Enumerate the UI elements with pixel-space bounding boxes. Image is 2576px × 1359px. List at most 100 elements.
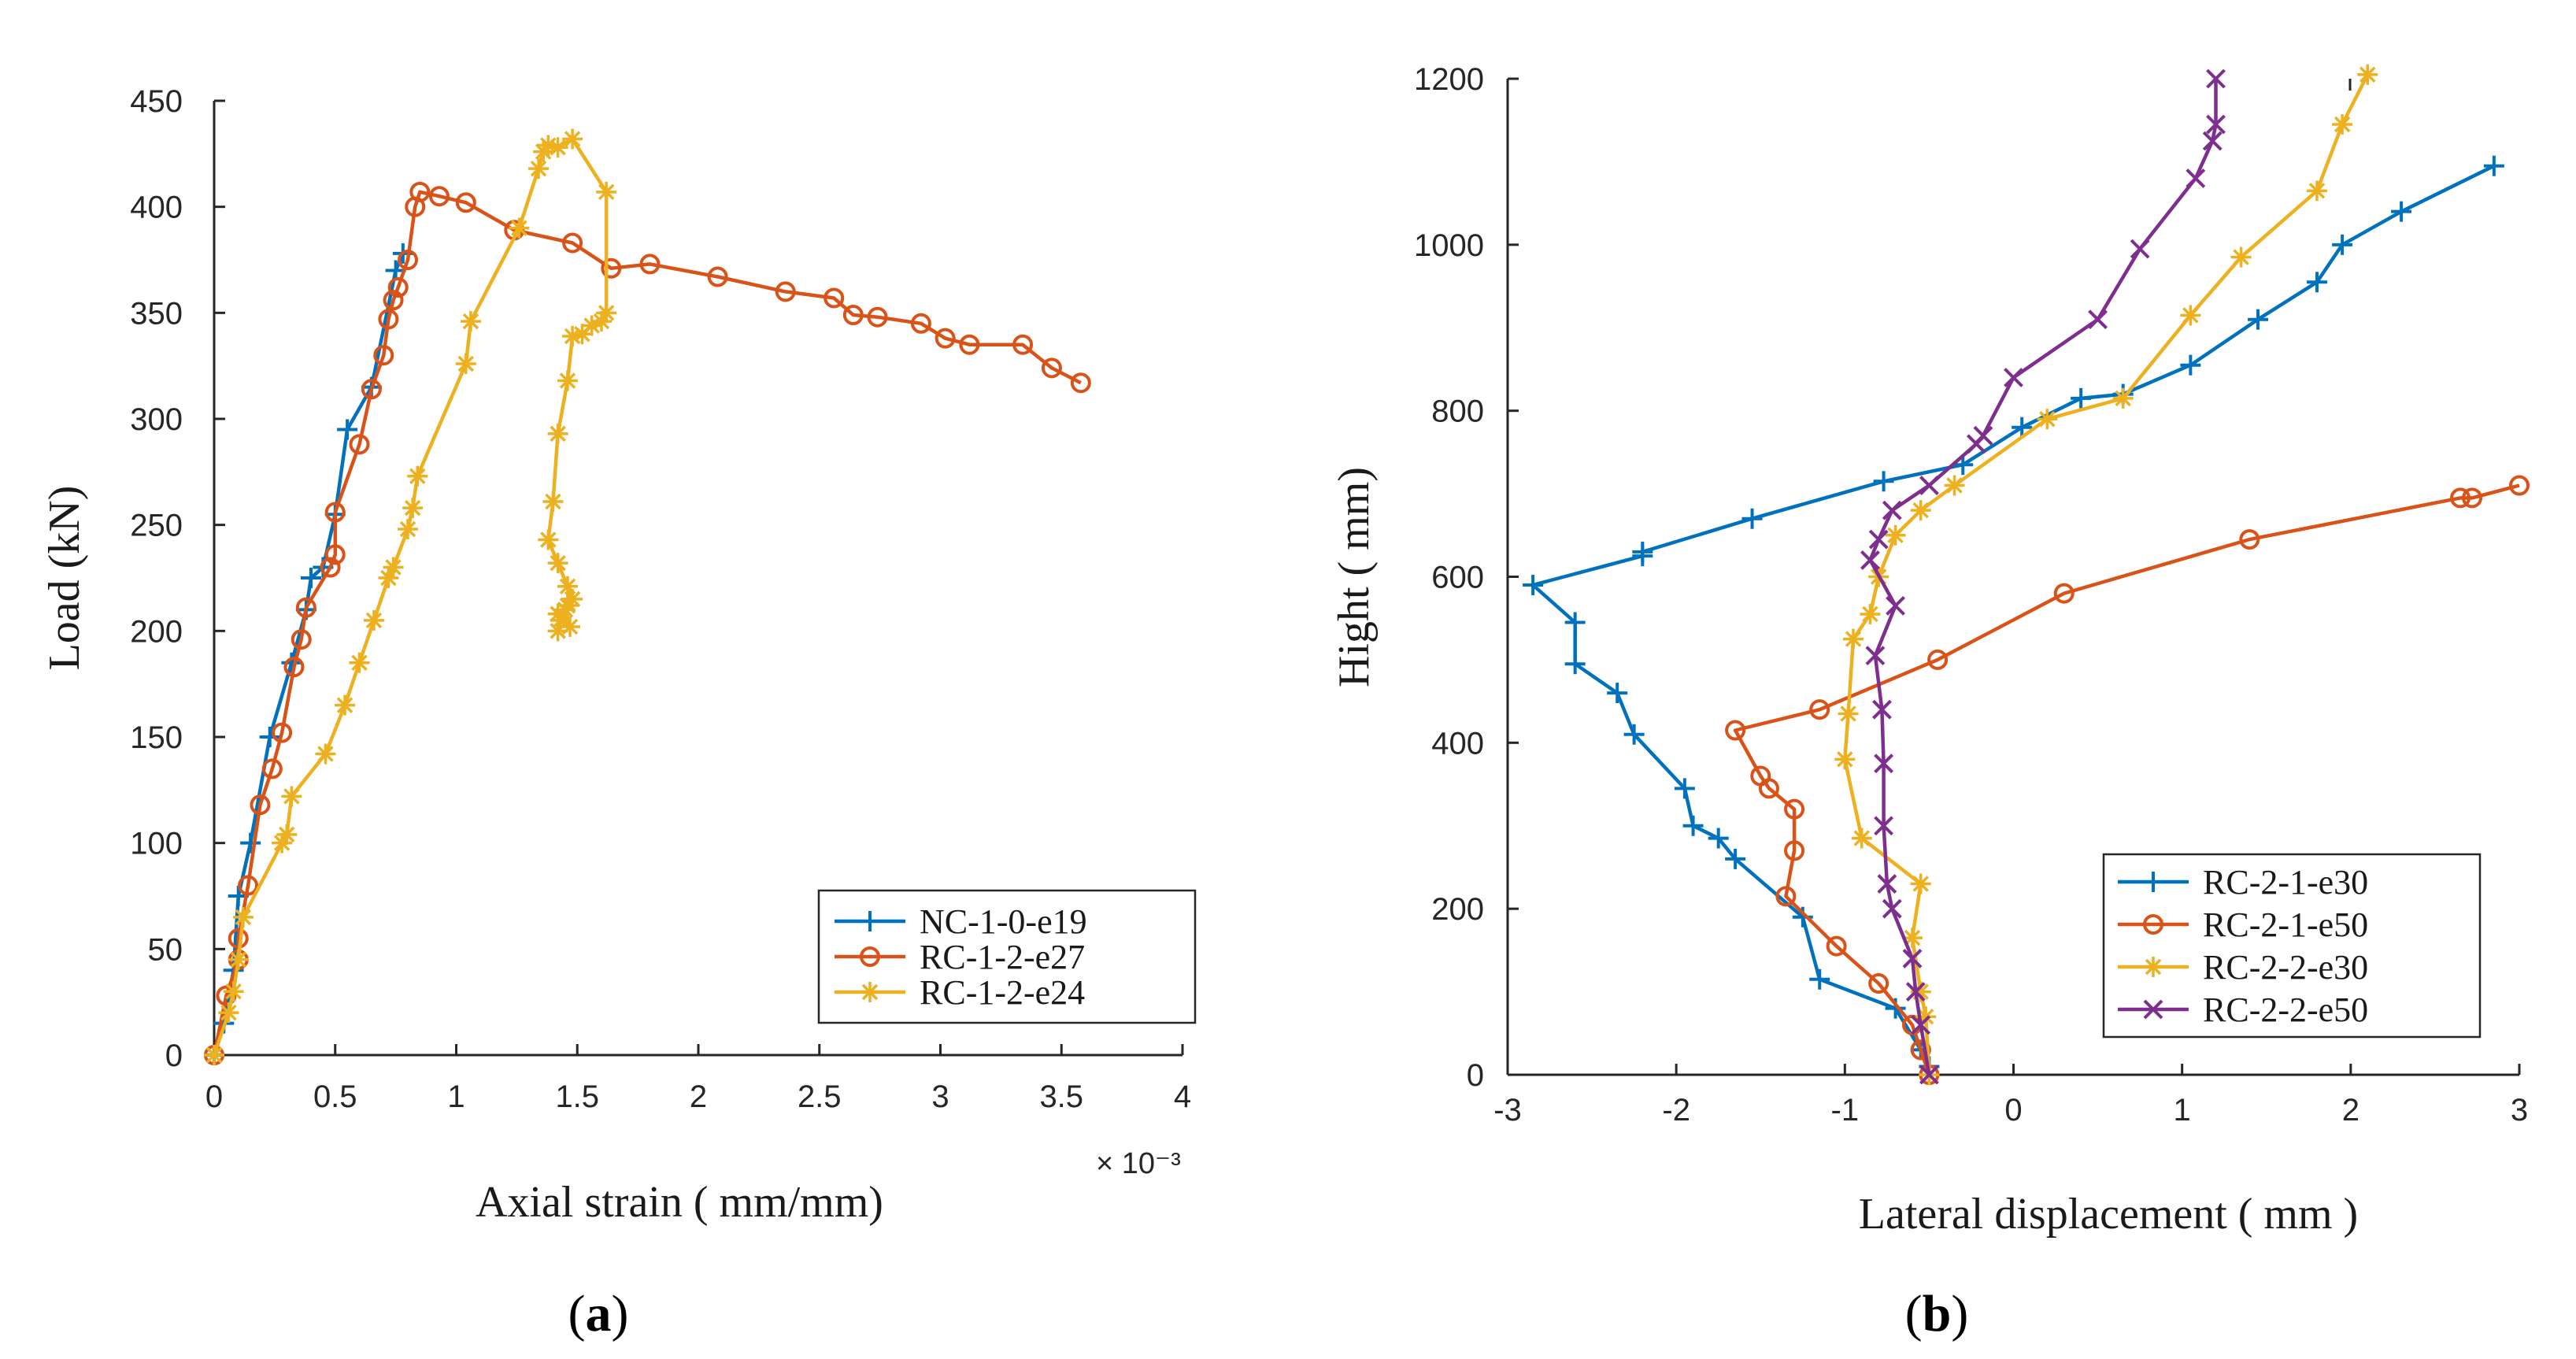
data-point-rc-2-1-e30 xyxy=(1523,575,1544,596)
data-point-rc-2-2-e30 xyxy=(1944,475,1965,496)
data-point-rc-2-2-e30 xyxy=(2037,409,2058,430)
panel-a-xtick-label: 2.5 xyxy=(798,1079,842,1114)
legend-marker-rc-2-1-e50 xyxy=(2143,914,2163,935)
panel-b-y-axis-title: Hight ( mm) xyxy=(1330,467,1379,687)
data-point-rc-1-2-e27 xyxy=(639,254,661,275)
data-point-rc-2-1-e30 xyxy=(1725,848,1746,869)
data-point-rc-2-1-e30 xyxy=(1674,778,1695,799)
legend-marker-rc-2-2-e30 xyxy=(2143,957,2163,977)
data-point-rc-2-2-e50 xyxy=(1868,529,1889,550)
data-point-rc-2-2-e50 xyxy=(1874,816,1894,836)
data-point-rc-2-1-e30 xyxy=(2012,417,2033,438)
data-point-rc-1-2-e24 xyxy=(538,529,559,550)
data-point-nc-1-0-e19 xyxy=(240,832,261,854)
panel-a-ytick-label: 300 xyxy=(130,402,183,437)
data-point-rc-1-2-e24 xyxy=(509,217,530,239)
data-point-rc-2-2-e50 xyxy=(1877,874,1897,894)
data-point-rc-1-2-e27 xyxy=(324,544,346,565)
data-point-rc-1-2-e24 xyxy=(383,557,404,578)
panel-a-ytick-label: 400 xyxy=(130,191,183,225)
data-point-rc-2-1-e30 xyxy=(2307,272,2327,293)
panel-b-caption-open: ( xyxy=(1905,1285,1923,1342)
data-point-rc-1-2-e24 xyxy=(547,553,568,574)
panel-a-ytick-label: 250 xyxy=(130,509,183,543)
panel-a-ytick-label: 150 xyxy=(130,720,183,755)
data-point-rc-1-2-e27 xyxy=(238,875,259,896)
data-point-rc-2-1-e30 xyxy=(1564,612,1586,633)
panel-b-xtick-label: 3 xyxy=(2511,1093,2528,1128)
data-point-rc-2-2-e30 xyxy=(1860,603,1881,624)
data-point-rc-2-1-e30 xyxy=(2248,309,2269,330)
data-point-rc-1-2-e24 xyxy=(528,158,550,180)
data-point-rc-2-1-e50 xyxy=(1809,699,1830,720)
panel-a-xtick-label: 0.5 xyxy=(313,1079,357,1114)
panel-b-xtick-label: 1 xyxy=(2174,1093,2191,1128)
data-point-rc-1-2-e27 xyxy=(409,181,431,202)
data-point-rc-2-2-e50 xyxy=(1919,476,1939,495)
data-point-rc-1-2-e24 xyxy=(554,599,576,620)
data-point-rc-2-2-e30 xyxy=(1885,524,1906,546)
data-point-rc-1-2-e27 xyxy=(387,277,409,298)
data-point-rc-2-2-e50 xyxy=(2186,168,2206,188)
legend-label-rc-2-1-e30: RC-2-1-e30 xyxy=(2203,863,2368,902)
data-point-rc-2-1-e50 xyxy=(1784,798,1805,820)
data-point-rc-2-1-e50 xyxy=(2462,487,2483,509)
panel-b-ticks: -3 -2 -1 0 1 2 3 0 200 400 600 800 1000 1200 xyxy=(1414,62,2528,1128)
panel-a-ytick-label: 100 xyxy=(130,827,183,861)
data-point-rc-2-2-e50 xyxy=(1882,500,1902,520)
data-point-rc-2-1-e30 xyxy=(1682,815,1704,836)
panel-a-xtick-label: 2 xyxy=(690,1079,707,1114)
data-point-rc-1-2-e27 xyxy=(824,287,845,309)
panel-a-ytick-label: 0 xyxy=(165,1039,183,1073)
data-point-rc-2-2-e50 xyxy=(2088,309,2108,330)
panel-b-caption: (b) xyxy=(1905,1285,1969,1342)
data-point-rc-1-2-e27 xyxy=(1012,334,1034,355)
data-point-rc-2-2-e50 xyxy=(1860,550,1880,570)
data-point-rc-1-2-e24 xyxy=(218,1002,239,1024)
data-point-rc-1-2-e27 xyxy=(1041,357,1062,379)
data-point-rc-2-1-e50 xyxy=(2509,475,2530,496)
data-point-rc-1-2-e24 xyxy=(402,498,424,519)
data-point-rc-1-2-e24 xyxy=(315,743,336,765)
panel-a-xtick-label: 0 xyxy=(205,1079,223,1114)
data-point-nc-1-0-e19 xyxy=(337,419,358,440)
panel-a-xtick-label: 3.5 xyxy=(1039,1079,1083,1114)
data-point-rc-2-1-e30 xyxy=(1564,654,1586,675)
panel-a-caption: (a) xyxy=(568,1285,629,1342)
panel-a-ytick-label: 200 xyxy=(130,614,183,649)
data-point-rc-1-2-e24 xyxy=(232,906,254,928)
data-point-rc-2-1-e50 xyxy=(2450,487,2471,509)
data-point-rc-1-2-e27 xyxy=(283,657,305,678)
series-rc-2-2-e50 xyxy=(1860,69,2226,1085)
data-point-rc-1-2-e27 xyxy=(378,309,399,330)
data-point-rc-2-2-e50 xyxy=(1872,699,1892,720)
legend-marker-rc-2-2-e50 xyxy=(2143,999,2163,1020)
data-point-rc-2-1-e50 xyxy=(1868,973,1889,994)
panel-b: -3 -2 -1 0 1 2 3 0 200 400 600 800 1000 1200 Lateral … xyxy=(1330,62,2530,1342)
series-line-rc-1-2-e27 xyxy=(212,190,1082,1056)
legend-label-nc-1-0-e19: NC-1-0-e19 xyxy=(920,902,1087,941)
legend-label-rc-2-2-e30: RC-2-2-e30 xyxy=(2203,948,2368,987)
panel-a-x-axis-title: Axial strain ( mm/mm) xyxy=(476,1178,883,1227)
data-point-rc-1-2-e27 xyxy=(455,192,476,213)
legend-label-rc-2-1-e50: RC-2-1-e50 xyxy=(2203,905,2368,944)
panel-a-xtick-label: 3 xyxy=(931,1079,949,1114)
data-point-rc-1-2-e27 xyxy=(383,290,404,311)
data-point-rc-1-2-e27 xyxy=(373,345,394,366)
data-point-rc-2-2-e50 xyxy=(2206,69,2226,89)
data-point-rc-1-2-e24 xyxy=(581,315,602,336)
data-point-rc-2-2-e30 xyxy=(1910,873,1931,894)
data-point-rc-1-2-e27 xyxy=(707,266,728,287)
data-point-rc-2-2-e50 xyxy=(1919,1065,1939,1085)
data-point-rc-1-2-e24 xyxy=(407,465,428,487)
panel-a-caption-close: ) xyxy=(612,1285,629,1342)
panel-b-ytick-label: 200 xyxy=(1431,892,1484,927)
data-point-rc-2-2-e30 xyxy=(1838,703,1859,724)
panel-b-xtick-label: 0 xyxy=(2004,1093,2022,1128)
data-point-nc-1-0-e19 xyxy=(259,727,280,747)
panel-a-x-multiplier: × 10⁻³ xyxy=(1096,1147,1181,1180)
data-point-rc-1-2-e24 xyxy=(204,1045,224,1065)
data-point-rc-2-2-e50 xyxy=(2130,239,2150,259)
data-point-rc-2-2-e50 xyxy=(2206,114,2226,135)
